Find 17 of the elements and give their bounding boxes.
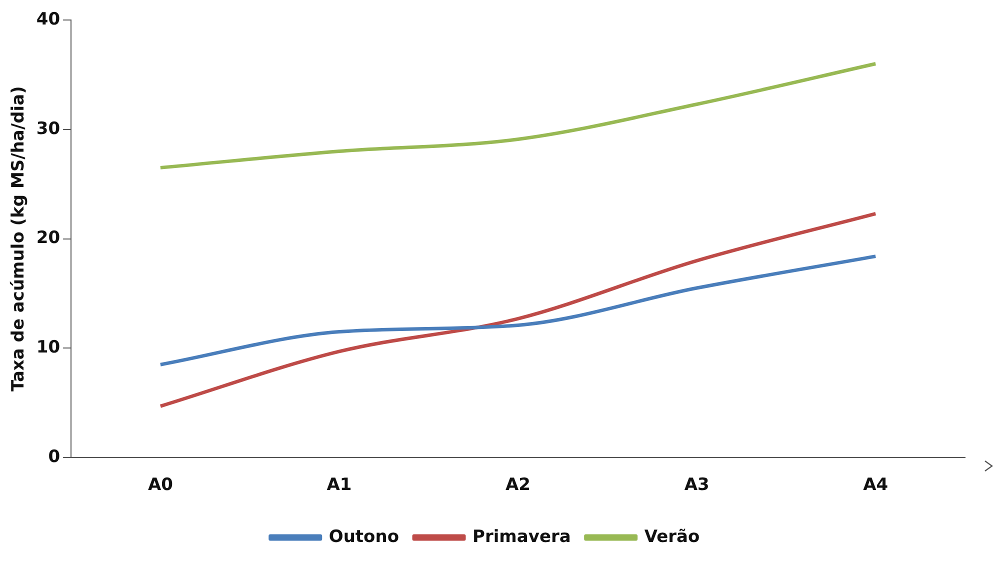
x-tick-label: A3	[684, 475, 710, 496]
x-tick-label: A0	[148, 475, 174, 496]
line-series	[158, 212, 878, 408]
line-series	[158, 62, 878, 170]
y-tick-label: 10	[36, 338, 60, 358]
y-tick-label: 20	[36, 228, 60, 248]
legend-label: Verão	[644, 526, 700, 547]
legend-label: Primavera	[472, 526, 571, 547]
y-tick-label: 40	[36, 9, 60, 30]
y-axis-title: Taxa de acúmulo (kg MS/ha/dia)	[8, 86, 29, 392]
legend-label: Outono	[328, 526, 400, 547]
x-tick-label: A2	[506, 475, 531, 496]
y-tick-label: 30	[36, 118, 60, 139]
x-tick-label: A1	[326, 475, 352, 496]
y-tick-label: 0	[48, 447, 60, 468]
x-tick-label: A4	[863, 475, 888, 496]
line-series	[158, 254, 878, 366]
